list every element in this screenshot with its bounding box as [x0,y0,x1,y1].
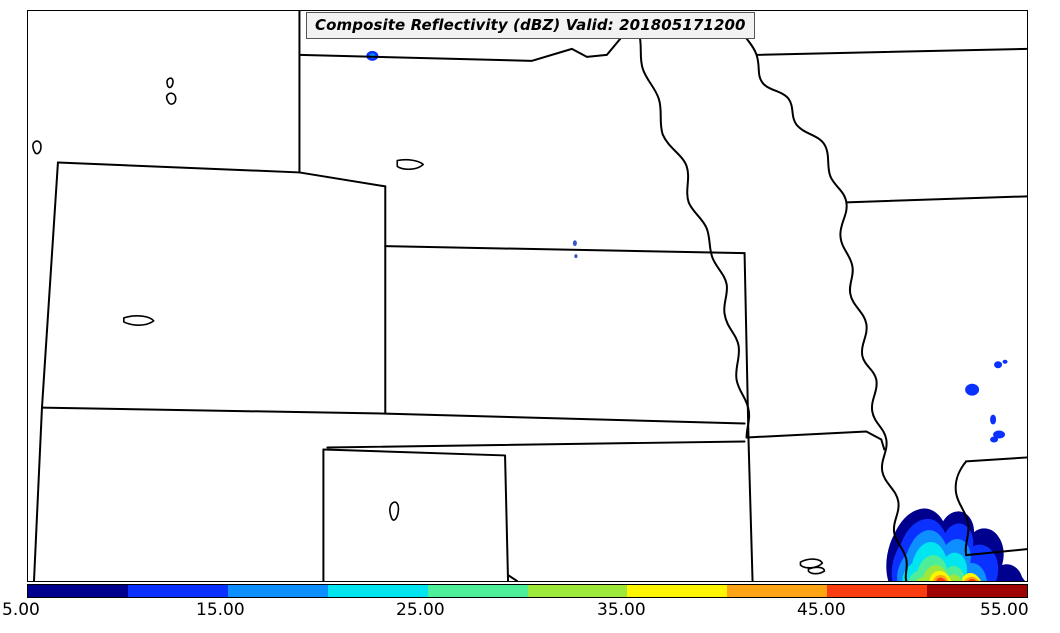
colorbar-gradient [28,585,1028,597]
echo-cell [1002,359,1008,364]
colorbar-segment [927,585,1028,597]
echo-band-45dbz-b [968,578,977,581]
lake-colorado [123,315,155,326]
border-kansas-oklahoma [326,440,746,449]
echo-mississippi-river-cells [965,359,1008,443]
echo-band-40dbz-b [964,576,980,581]
border-kansas-missouri [743,252,750,443]
colorbar-segment [227,585,328,597]
colorbar-tick-labels: 5.00 15.00 25.00 35.00 45.00 55.00 [0,600,1060,624]
echo-cell [993,430,1006,439]
echo-cell [574,254,578,259]
echo-cell [965,383,980,396]
border-colorado-nebraska [384,245,746,255]
border-illinois-wisconsin [755,47,1027,56]
colorbar-segment [527,585,628,597]
lake-oklahoma-panhandle [388,501,400,521]
echo-band-45dbz [936,577,947,581]
lake-missouri-south-b [807,566,826,575]
echo-main-storm-cluster [886,508,1026,581]
lake-missouri-south [799,558,824,569]
colorbar-tick-label: 35.00 [597,600,646,620]
border-ok-notch [507,574,519,581]
colorbar-segment [127,585,228,597]
border-west-edge [32,161,59,581]
map-canvas [32,11,1027,581]
colorbar-tick-label: 25.00 [396,600,445,620]
border-mississippi-river [737,23,908,581]
figure-title: Composite Reflectivity (dBZ) Valid: 2018… [306,12,755,39]
echo-cell [990,414,997,425]
map-panel [27,10,1028,582]
lake-nebraska-west [396,158,425,170]
border-kansas-nebraska [384,412,746,425]
border-colorado-south [40,406,387,415]
colorbar-segment [327,585,428,597]
border-co-ne-north [298,171,387,188]
border-ok-panhandle-east [504,454,510,581]
border-iowa-missouri [745,430,886,451]
lake-wyoming-south [165,92,177,105]
lake-west-edge [32,140,42,155]
border-east-river-segment [954,460,970,557]
colorbar-segment [28,585,128,597]
colorbar-tick-label: 45.00 [797,600,846,620]
border-missouri-west-south [747,440,754,581]
inland-lakes-layer [32,77,826,575]
colorbar [27,584,1028,598]
colorbar-tick-label: 55.00 [980,600,1029,620]
border-missouri-river [637,31,751,439]
colorbar-tick-label: 15.00 [196,600,245,620]
echo-cell [990,436,999,443]
state-borders-layer [32,11,1027,581]
border-tennessee-north [965,548,1027,557]
border-illinois-indiana-north [845,195,1027,204]
colorbar-tick-label: 5.00 [2,600,40,620]
colorbar-segment [827,585,928,597]
radar-echo-layer [358,31,1026,581]
colorbar-segment [427,585,528,597]
echo-faint-specks [358,31,578,259]
echo-cell [572,240,577,247]
border-ok-panhandle-north [322,448,507,457]
lake-wyoming-north [166,77,174,89]
colorbar-segment [727,585,828,597]
echo-cell [994,361,1003,369]
border-wyoming-south [56,161,301,174]
border-kentucky-tennessee [965,456,1027,463]
colorbar-segment [627,585,728,597]
